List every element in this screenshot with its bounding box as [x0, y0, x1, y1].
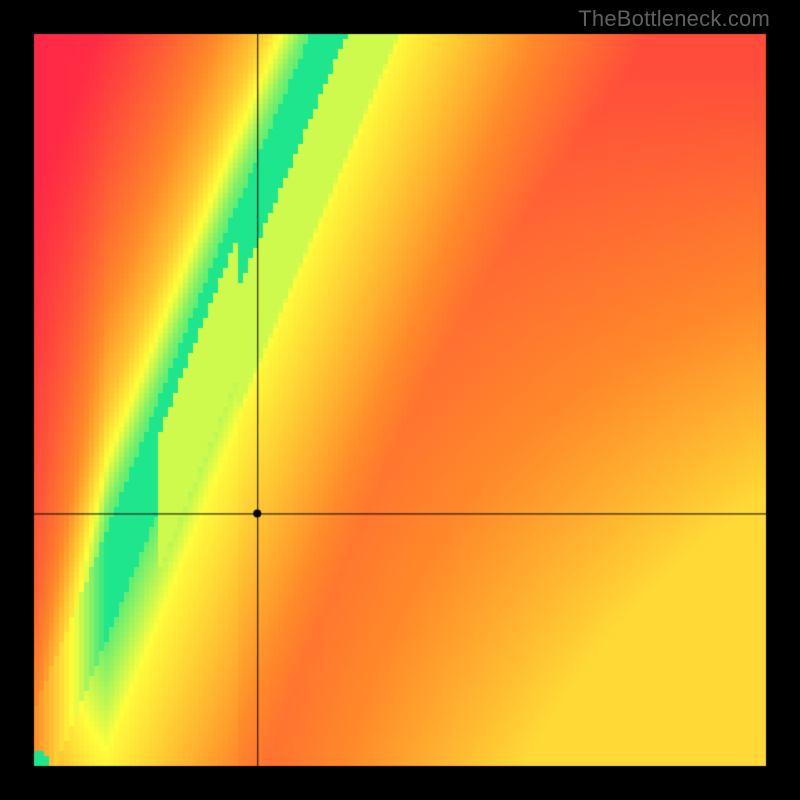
- bottleneck-heatmap: [0, 0, 800, 800]
- chart-container: TheBottleneck.com: [0, 0, 800, 800]
- watermark-text: TheBottleneck.com: [578, 6, 770, 32]
